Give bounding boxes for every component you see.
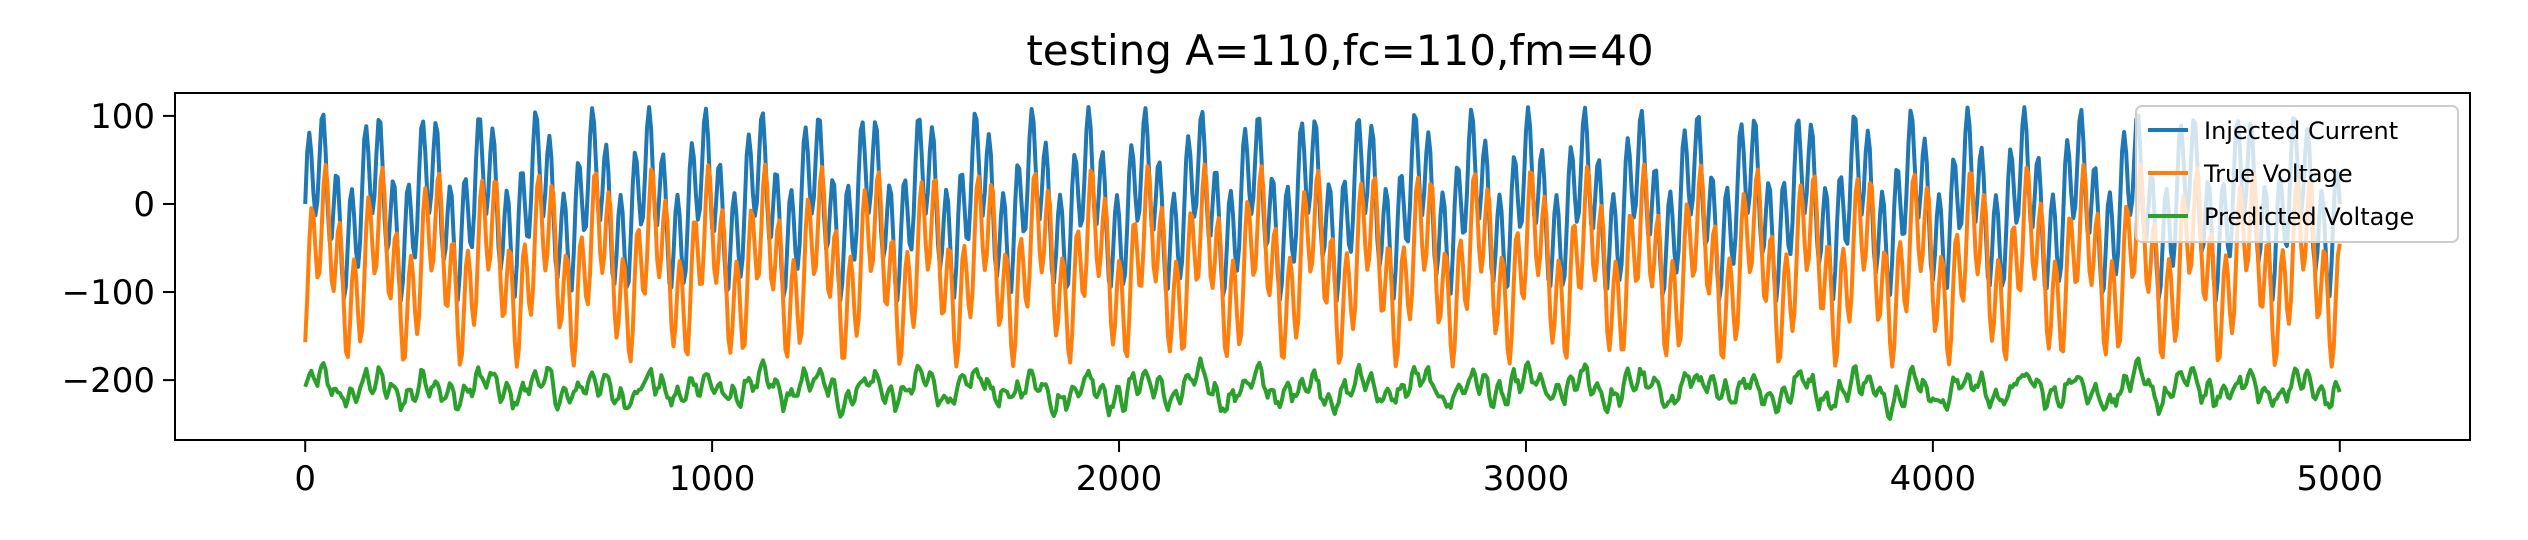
y-tick-label-2: −100 <box>62 273 155 313</box>
y-tick-label-1: 0 <box>133 185 155 225</box>
x-tick-label-0: 0 <box>294 459 316 499</box>
x-tick-label-4: 4000 <box>1890 459 1977 499</box>
x-tick-label-3: 3000 <box>1483 459 1570 499</box>
legend: Injected Current True Voltage Predicted Vo… <box>2135 105 2459 243</box>
x-tick-label-5: 5000 <box>2297 459 2384 499</box>
legend-label-0: Injected Current <box>2204 117 2398 145</box>
series-line-1 <box>303 162 2342 369</box>
y-axis: 100 0 −100 −200 <box>62 97 175 401</box>
y-tick-label-3: −200 <box>62 361 155 401</box>
legend-label-2: Predicted Voltage <box>2204 203 2414 231</box>
x-tick-label-2: 2000 <box>1076 459 1163 499</box>
legend-label-1: True Voltage <box>2203 160 2353 188</box>
legend-box <box>2135 105 2459 243</box>
series-line-2 <box>303 356 2342 421</box>
x-axis: 0 1000 2000 3000 4000 5000 <box>294 440 2383 499</box>
plot-frame <box>174 92 2471 441</box>
y-tick-label-0: 100 <box>90 97 155 137</box>
x-tick-label-1: 1000 <box>669 459 756 499</box>
chart-title: testing A=110,fc=110,fm=40 <box>1026 26 1653 75</box>
plot-series <box>303 105 2342 421</box>
